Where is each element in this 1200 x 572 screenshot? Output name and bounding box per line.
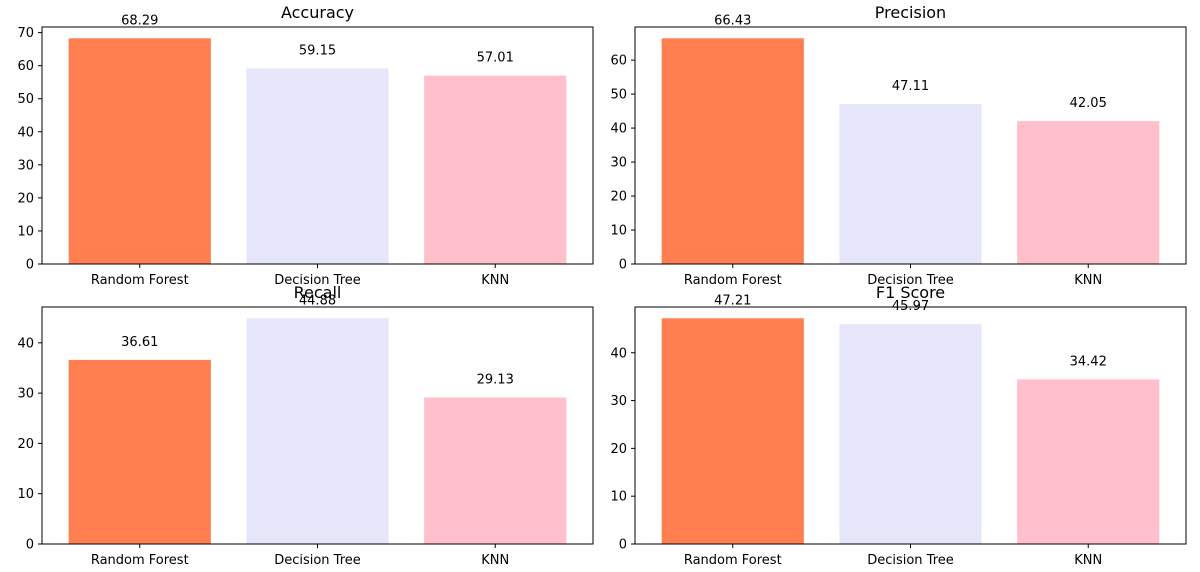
accuracy-ytick-label: 10 [17, 224, 34, 239]
precision-bar-random-forest [661, 38, 804, 265]
recall-ytick-label: 40 [17, 336, 34, 351]
accuracy-ytick-label: 50 [17, 92, 34, 107]
f1-score-xtick-label-random-forest: Random Forest [684, 553, 782, 568]
precision-ytick-label: 50 [610, 88, 627, 103]
accuracy-bar-knn [424, 75, 567, 264]
f1-score-value-label-random-forest: 47.21 [714, 293, 751, 308]
recall-ytick-label: 20 [17, 437, 34, 452]
accuracy-value-label-knn: 57.01 [477, 51, 514, 66]
accuracy-title: Accuracy [281, 3, 354, 22]
recall-xtick-label-knn: KNN [481, 553, 509, 568]
accuracy-xtick-label-decision-tree: Decision Tree [274, 273, 361, 288]
f1-score-bar-random-forest [661, 318, 804, 544]
f1-score-value-label-knn: 34.42 [1070, 354, 1107, 369]
recall-ytick-label: 10 [17, 487, 34, 502]
precision-chart: 66.43 47.11 42.05 0 10 20 30 40 50 60 Random Fores… [610, 3, 1187, 288]
accuracy-ytick-label: 0 [26, 258, 34, 273]
precision-title: Precision [875, 3, 946, 22]
precision-bar-decision-tree [839, 103, 982, 265]
accuracy-ytick-label: 70 [17, 26, 34, 41]
recall-bar-knn [424, 397, 567, 544]
accuracy-xtick-label-random-forest: Random Forest [91, 273, 189, 288]
accuracy-ytick-label: 40 [17, 125, 34, 140]
recall-title: Recall [294, 283, 342, 302]
precision-bar-knn [1017, 121, 1160, 265]
f1-score-title: F1 Score [876, 283, 945, 302]
f1-score-ytick-label: 40 [610, 346, 627, 361]
precision-ytick-label: 0 [619, 258, 627, 273]
precision-ytick-label: 10 [610, 224, 627, 239]
accuracy-ytick-label: 30 [17, 158, 34, 173]
precision-xtick-label-decision-tree: Decision Tree [867, 273, 954, 288]
accuracy-bar-random-forest [68, 38, 211, 265]
recall-chart: 36.61 44.88 29.13 0 10 20 30 40 Random Forest Dec… [17, 283, 594, 568]
f1-score-ytick-label: 20 [610, 442, 627, 457]
accuracy-chart: 68.29 59.15 57.01 0 10 20 30 40 50 60 70 Random For… [17, 3, 594, 288]
precision-ytick-label: 40 [610, 122, 627, 137]
precision-xtick-label-random-forest: Random Forest [684, 273, 782, 288]
accuracy-value-label-decision-tree: 59.15 [299, 43, 336, 58]
f1-score-xtick-label-decision-tree: Decision Tree [867, 553, 954, 568]
f1-score-bar-knn [1017, 379, 1160, 544]
recall-ytick-label: 0 [26, 538, 34, 553]
accuracy-xtick-label-knn: KNN [481, 273, 509, 288]
recall-value-label-decision-tree: 44.88 [299, 293, 336, 308]
f1-score-xtick-label-knn: KNN [1074, 553, 1102, 568]
accuracy-ytick-label: 60 [17, 59, 34, 74]
recall-ytick-label: 30 [17, 387, 34, 402]
precision-ytick-label: 30 [610, 156, 627, 171]
precision-xtick-label-knn: KNN [1074, 273, 1102, 288]
recall-xtick-label-random-forest: Random Forest [91, 553, 189, 568]
f1-score-ytick-label: 30 [610, 394, 627, 409]
accuracy-ytick-label: 20 [17, 191, 34, 206]
precision-value-label-decision-tree: 47.11 [892, 79, 929, 94]
f1-score-bar-decision-tree [839, 324, 982, 544]
precision-value-label-random-forest: 66.43 [714, 13, 751, 28]
precision-value-label-knn: 42.05 [1070, 96, 1107, 111]
accuracy-value-label-random-forest: 68.29 [121, 13, 158, 28]
recall-xtick-label-decision-tree: Decision Tree [274, 553, 361, 568]
recall-value-label-knn: 29.13 [477, 372, 514, 387]
accuracy-bar-decision-tree [246, 68, 389, 264]
recall-bar-random-forest [68, 359, 211, 544]
precision-ytick-label: 60 [610, 54, 627, 69]
f1-score-ytick-label: 0 [619, 538, 627, 553]
precision-ytick-label: 20 [610, 190, 627, 205]
recall-value-label-random-forest: 36.61 [121, 335, 158, 350]
recall-bar-decision-tree [246, 318, 389, 544]
f1-score-ytick-label: 10 [610, 490, 627, 505]
